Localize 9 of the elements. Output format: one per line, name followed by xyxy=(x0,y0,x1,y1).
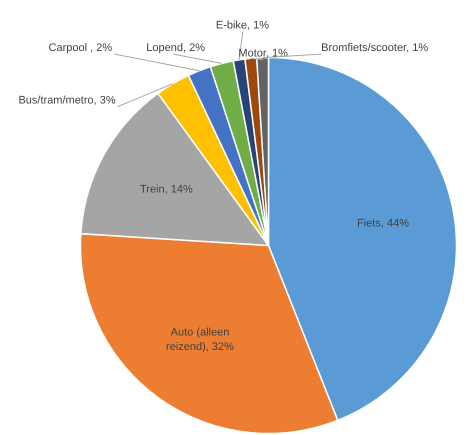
slice-label: Fiets, 44% xyxy=(357,218,410,230)
slice-label: Auto (alleen reizend), 32% xyxy=(166,326,234,353)
slice-label: Bromfiets/scooter, 1% xyxy=(321,42,428,54)
slice-label: Trein, 14% xyxy=(140,183,193,196)
slice-label: Bus/tram/metro, 3% xyxy=(18,94,116,107)
slice-label: Motor, 1% xyxy=(238,48,288,60)
slice-label: Lopend, 2% xyxy=(146,42,206,54)
slice-label: Carpool , 2% xyxy=(48,42,112,54)
slice-label: E-bike, 1% xyxy=(216,20,270,32)
